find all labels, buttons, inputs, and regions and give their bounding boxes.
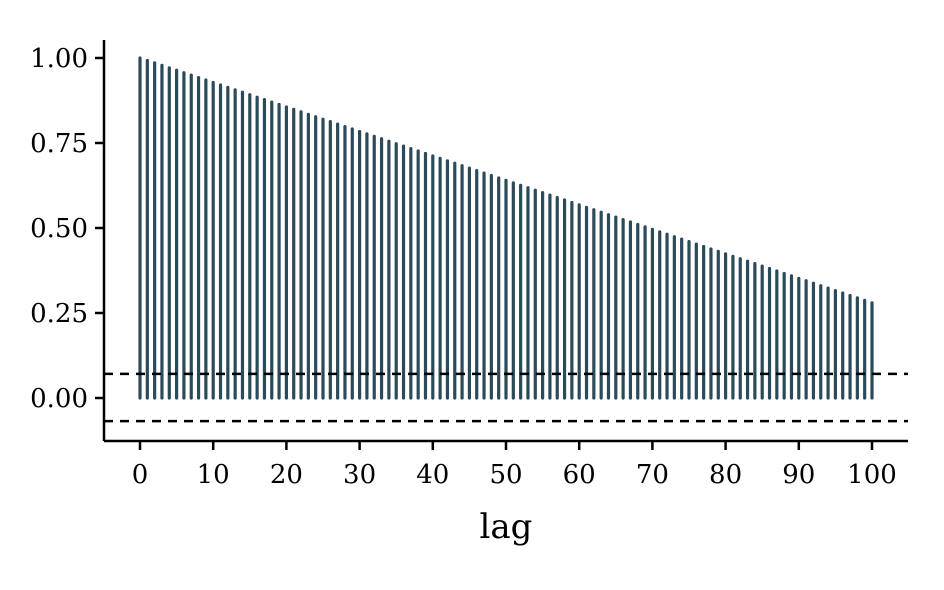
x-tick-label: 10 [197,460,230,490]
y-tick-label: 0.25 [30,299,88,329]
y-tick-label: 0.50 [30,214,88,244]
x-tick-label: 70 [636,460,669,490]
x-tick-label: 90 [782,460,815,490]
x-tick-label: 50 [489,460,522,490]
acf-stems [138,56,874,400]
x-axis-title: lag [480,507,533,547]
x-tick-label: 20 [270,460,303,490]
x-tick-label: 100 [847,460,897,490]
x-axis-ticks: 0 10 20 30 40 50 60 70 80 90 100 [132,441,897,490]
y-tick-label: 0.75 [30,129,88,159]
y-tick-label: 0.00 [30,384,88,414]
x-tick-label: 40 [416,460,449,490]
y-axis-ticks: 0.00 0.25 0.50 0.75 1.00 [30,44,104,414]
confidence-bounds [104,372,908,423]
x-tick-label: 60 [563,460,596,490]
y-tick-label: 1.00 [30,44,88,74]
x-tick-label: 80 [709,460,742,490]
x-tick-label: 30 [343,460,376,490]
x-tick-label: 0 [132,460,149,490]
